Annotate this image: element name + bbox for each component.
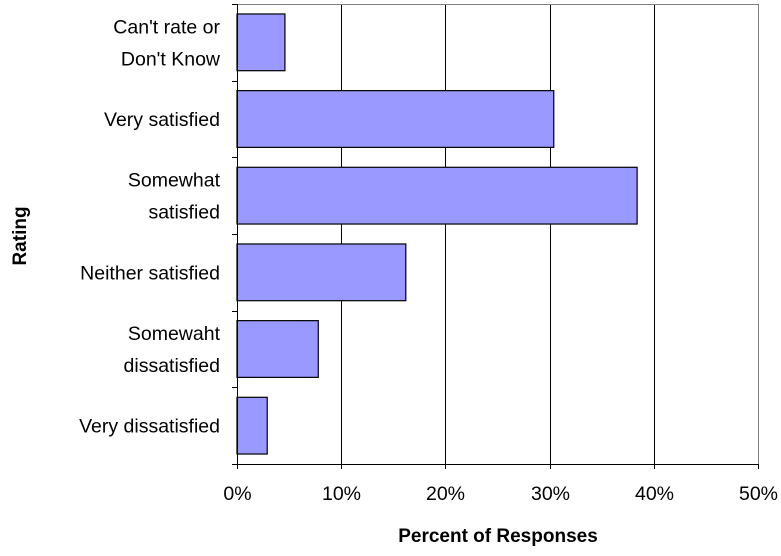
category-label: Very satisfied: [104, 109, 220, 131]
bar: [236, 166, 638, 225]
x-tick-label: 10%: [322, 483, 361, 505]
category-label: Neither satisfied: [80, 262, 220, 284]
bar: [236, 243, 407, 302]
category-label: Don't Know: [121, 48, 221, 70]
x-tick-label: 50%: [739, 483, 778, 505]
category-label: Somewhat: [128, 170, 221, 192]
x-tick-label: 40%: [635, 483, 674, 505]
category-label: Can't rate or: [113, 16, 220, 38]
labels: 0% 10% 20% 30% 40% 50% Can't rate or Don't Know…: [79, 16, 778, 505]
bar: [236, 396, 268, 455]
y-axis-title: Rating: [10, 206, 31, 265]
bars: [236, 13, 638, 455]
x-tick-label: 0%: [223, 483, 251, 505]
x-tick-label: 20%: [426, 483, 465, 505]
bar: [236, 13, 286, 72]
gridlines: [341, 4, 759, 464]
x-axis-title: Percent of Responses: [398, 526, 598, 547]
x-tick-label: 30%: [531, 483, 570, 505]
category-label: satisfied: [148, 202, 220, 224]
category-label: Very dissatisfied: [79, 416, 220, 438]
bar: [236, 320, 319, 378]
category-label: Somewaht: [128, 323, 221, 345]
bar: [236, 90, 555, 148]
axes: [232, 4, 759, 469]
category-label: dissatisfied: [124, 355, 220, 377]
